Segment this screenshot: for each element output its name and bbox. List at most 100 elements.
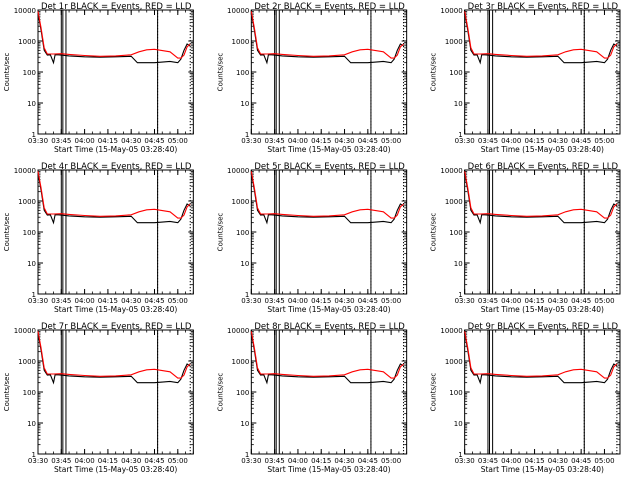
x-tick-label: 04:15 xyxy=(524,457,544,465)
y-tick-label: 10 xyxy=(27,100,36,108)
y-tick-label: 1000 xyxy=(232,358,250,366)
y-tick-label: 10000 xyxy=(227,167,249,175)
x-tick-label: 04:30 xyxy=(548,457,568,465)
x-tick-label: 03:30 xyxy=(28,297,48,305)
detector-panel: Det 9r BLACK = Events, RED = LLD 1 10 100 10… xyxy=(430,322,621,474)
x-tick-label: 04:00 xyxy=(288,457,308,465)
x-tick-label: 03:45 xyxy=(478,457,498,465)
y-tick-label: 1 xyxy=(32,451,36,459)
y-tick-label: 1 xyxy=(245,131,249,139)
detector-panel: Det 4r BLACK = Events, RED = LLD 1 10 100 10… xyxy=(3,162,194,314)
x-tick-label: 03:45 xyxy=(478,137,498,145)
x-tick-label: 04:00 xyxy=(75,137,95,145)
y-tick-label: 10 xyxy=(240,260,249,268)
y-tick-label: 10000 xyxy=(14,327,36,335)
detector-panel: Det 2r BLACK = Events, RED = LLD 1 10 100 10… xyxy=(216,2,408,154)
events-series-line xyxy=(464,172,618,225)
y-axis-label: Counts/sec xyxy=(3,53,11,92)
x-tick-label: 04:15 xyxy=(311,137,331,145)
x-axis-label: Start Time (15-May-05 03:28:40) xyxy=(267,305,390,314)
x-axis-label: Start Time (15-May-05 03:28:40) xyxy=(481,305,604,314)
y-axis-label: Counts/sec xyxy=(430,213,438,252)
panel-title: Det 6r BLACK = Events, RED = LLD xyxy=(468,162,619,172)
y-axis-label: Counts/sec xyxy=(3,213,11,252)
y-tick-label: 1 xyxy=(245,291,249,299)
y-axis-label: Counts/sec xyxy=(430,373,438,412)
x-tick-label: 03:30 xyxy=(241,457,261,465)
detector-panel: Det 3r BLACK = Events, RED = LLD 1 10 100 10… xyxy=(430,2,621,154)
detector-panel: Det 6r BLACK = Events, RED = LLD 1 10 100 10… xyxy=(430,162,621,314)
y-tick-label: 10000 xyxy=(14,7,36,15)
detector-panel: Det 8r BLACK = Events, RED = LLD 1 10 100 10… xyxy=(216,322,408,474)
events-series-line xyxy=(250,12,404,65)
y-tick-label: 10 xyxy=(454,100,463,108)
x-tick-label: 03:30 xyxy=(241,137,261,145)
x-tick-label: 03:45 xyxy=(265,137,285,145)
x-tick-label: 04:30 xyxy=(548,297,568,305)
y-tick-label: 1 xyxy=(458,131,462,139)
lld-series-line xyxy=(37,171,191,219)
events-series-line xyxy=(464,12,618,65)
y-axis-label: Counts/sec xyxy=(3,373,11,412)
y-tick-label: 100 xyxy=(23,389,36,397)
events-series-line xyxy=(250,332,404,385)
x-tick-label: 04:45 xyxy=(144,457,164,465)
y-tick-label: 100 xyxy=(23,229,36,237)
y-tick-label: 1000 xyxy=(18,358,36,366)
x-tick-label: 05:00 xyxy=(594,137,614,145)
x-tick-label: 04:00 xyxy=(501,297,521,305)
y-tick-label: 100 xyxy=(449,389,462,397)
x-tick-label: 05:00 xyxy=(168,137,188,145)
y-axis-label: Counts/sec xyxy=(216,53,224,92)
y-tick-label: 100 xyxy=(23,69,36,77)
y-tick-label: 10000 xyxy=(440,7,462,15)
y-tick-label: 1 xyxy=(32,131,36,139)
y-tick-label: 1 xyxy=(32,291,36,299)
y-tick-label: 10000 xyxy=(227,7,249,15)
y-tick-label: 1000 xyxy=(445,38,463,46)
lld-series-line xyxy=(250,11,404,59)
y-tick-label: 10000 xyxy=(227,327,249,335)
x-tick-label: 04:15 xyxy=(524,297,544,305)
x-tick-label: 03:30 xyxy=(455,137,475,145)
x-tick-label: 04:15 xyxy=(98,457,118,465)
x-tick-label: 03:45 xyxy=(265,457,285,465)
x-axis-label: Start Time (15-May-05 03:28:40) xyxy=(481,145,604,154)
panel-title: Det 5r BLACK = Events, RED = LLD xyxy=(254,162,405,172)
x-tick-label: 04:30 xyxy=(548,137,568,145)
events-series-line xyxy=(464,332,618,385)
y-tick-label: 10000 xyxy=(14,167,36,175)
y-tick-label: 1000 xyxy=(18,198,36,206)
y-tick-label: 1000 xyxy=(18,38,36,46)
y-axis-label: Counts/sec xyxy=(430,53,438,92)
x-tick-label: 04:45 xyxy=(571,137,591,145)
lld-series-line xyxy=(250,171,404,219)
y-tick-label: 1000 xyxy=(232,38,250,46)
panel-title: Det 1r BLACK = Events, RED = LLD xyxy=(41,2,192,12)
x-tick-label: 03:45 xyxy=(265,297,285,305)
x-tick-label: 03:45 xyxy=(478,297,498,305)
y-tick-label: 1 xyxy=(458,451,462,459)
x-axis-label: Start Time (15-May-05 03:28:40) xyxy=(54,305,177,314)
events-series-line xyxy=(37,332,191,385)
detector-panel: Det 1r BLACK = Events, RED = LLD 1 10 100 10… xyxy=(3,2,194,154)
x-axis-label: Start Time (15-May-05 03:28:40) xyxy=(54,145,177,154)
lld-series-line xyxy=(464,11,618,59)
y-tick-label: 100 xyxy=(236,69,249,77)
x-tick-label: 05:00 xyxy=(168,457,188,465)
lld-series-line xyxy=(37,11,191,59)
y-tick-label: 10 xyxy=(27,260,36,268)
y-axis-label: Counts/sec xyxy=(216,213,224,252)
panel-title: Det 2r BLACK = Events, RED = LLD xyxy=(254,2,405,12)
y-tick-label: 1000 xyxy=(232,198,250,206)
panel-title: Det 3r BLACK = Events, RED = LLD xyxy=(468,2,619,12)
x-tick-label: 04:45 xyxy=(358,137,378,145)
y-tick-label: 100 xyxy=(449,229,462,237)
x-tick-label: 04:15 xyxy=(311,457,331,465)
x-tick-label: 04:45 xyxy=(144,297,164,305)
x-tick-label: 04:45 xyxy=(571,457,591,465)
lld-series-line xyxy=(464,331,618,379)
x-tick-label: 03:45 xyxy=(51,137,71,145)
